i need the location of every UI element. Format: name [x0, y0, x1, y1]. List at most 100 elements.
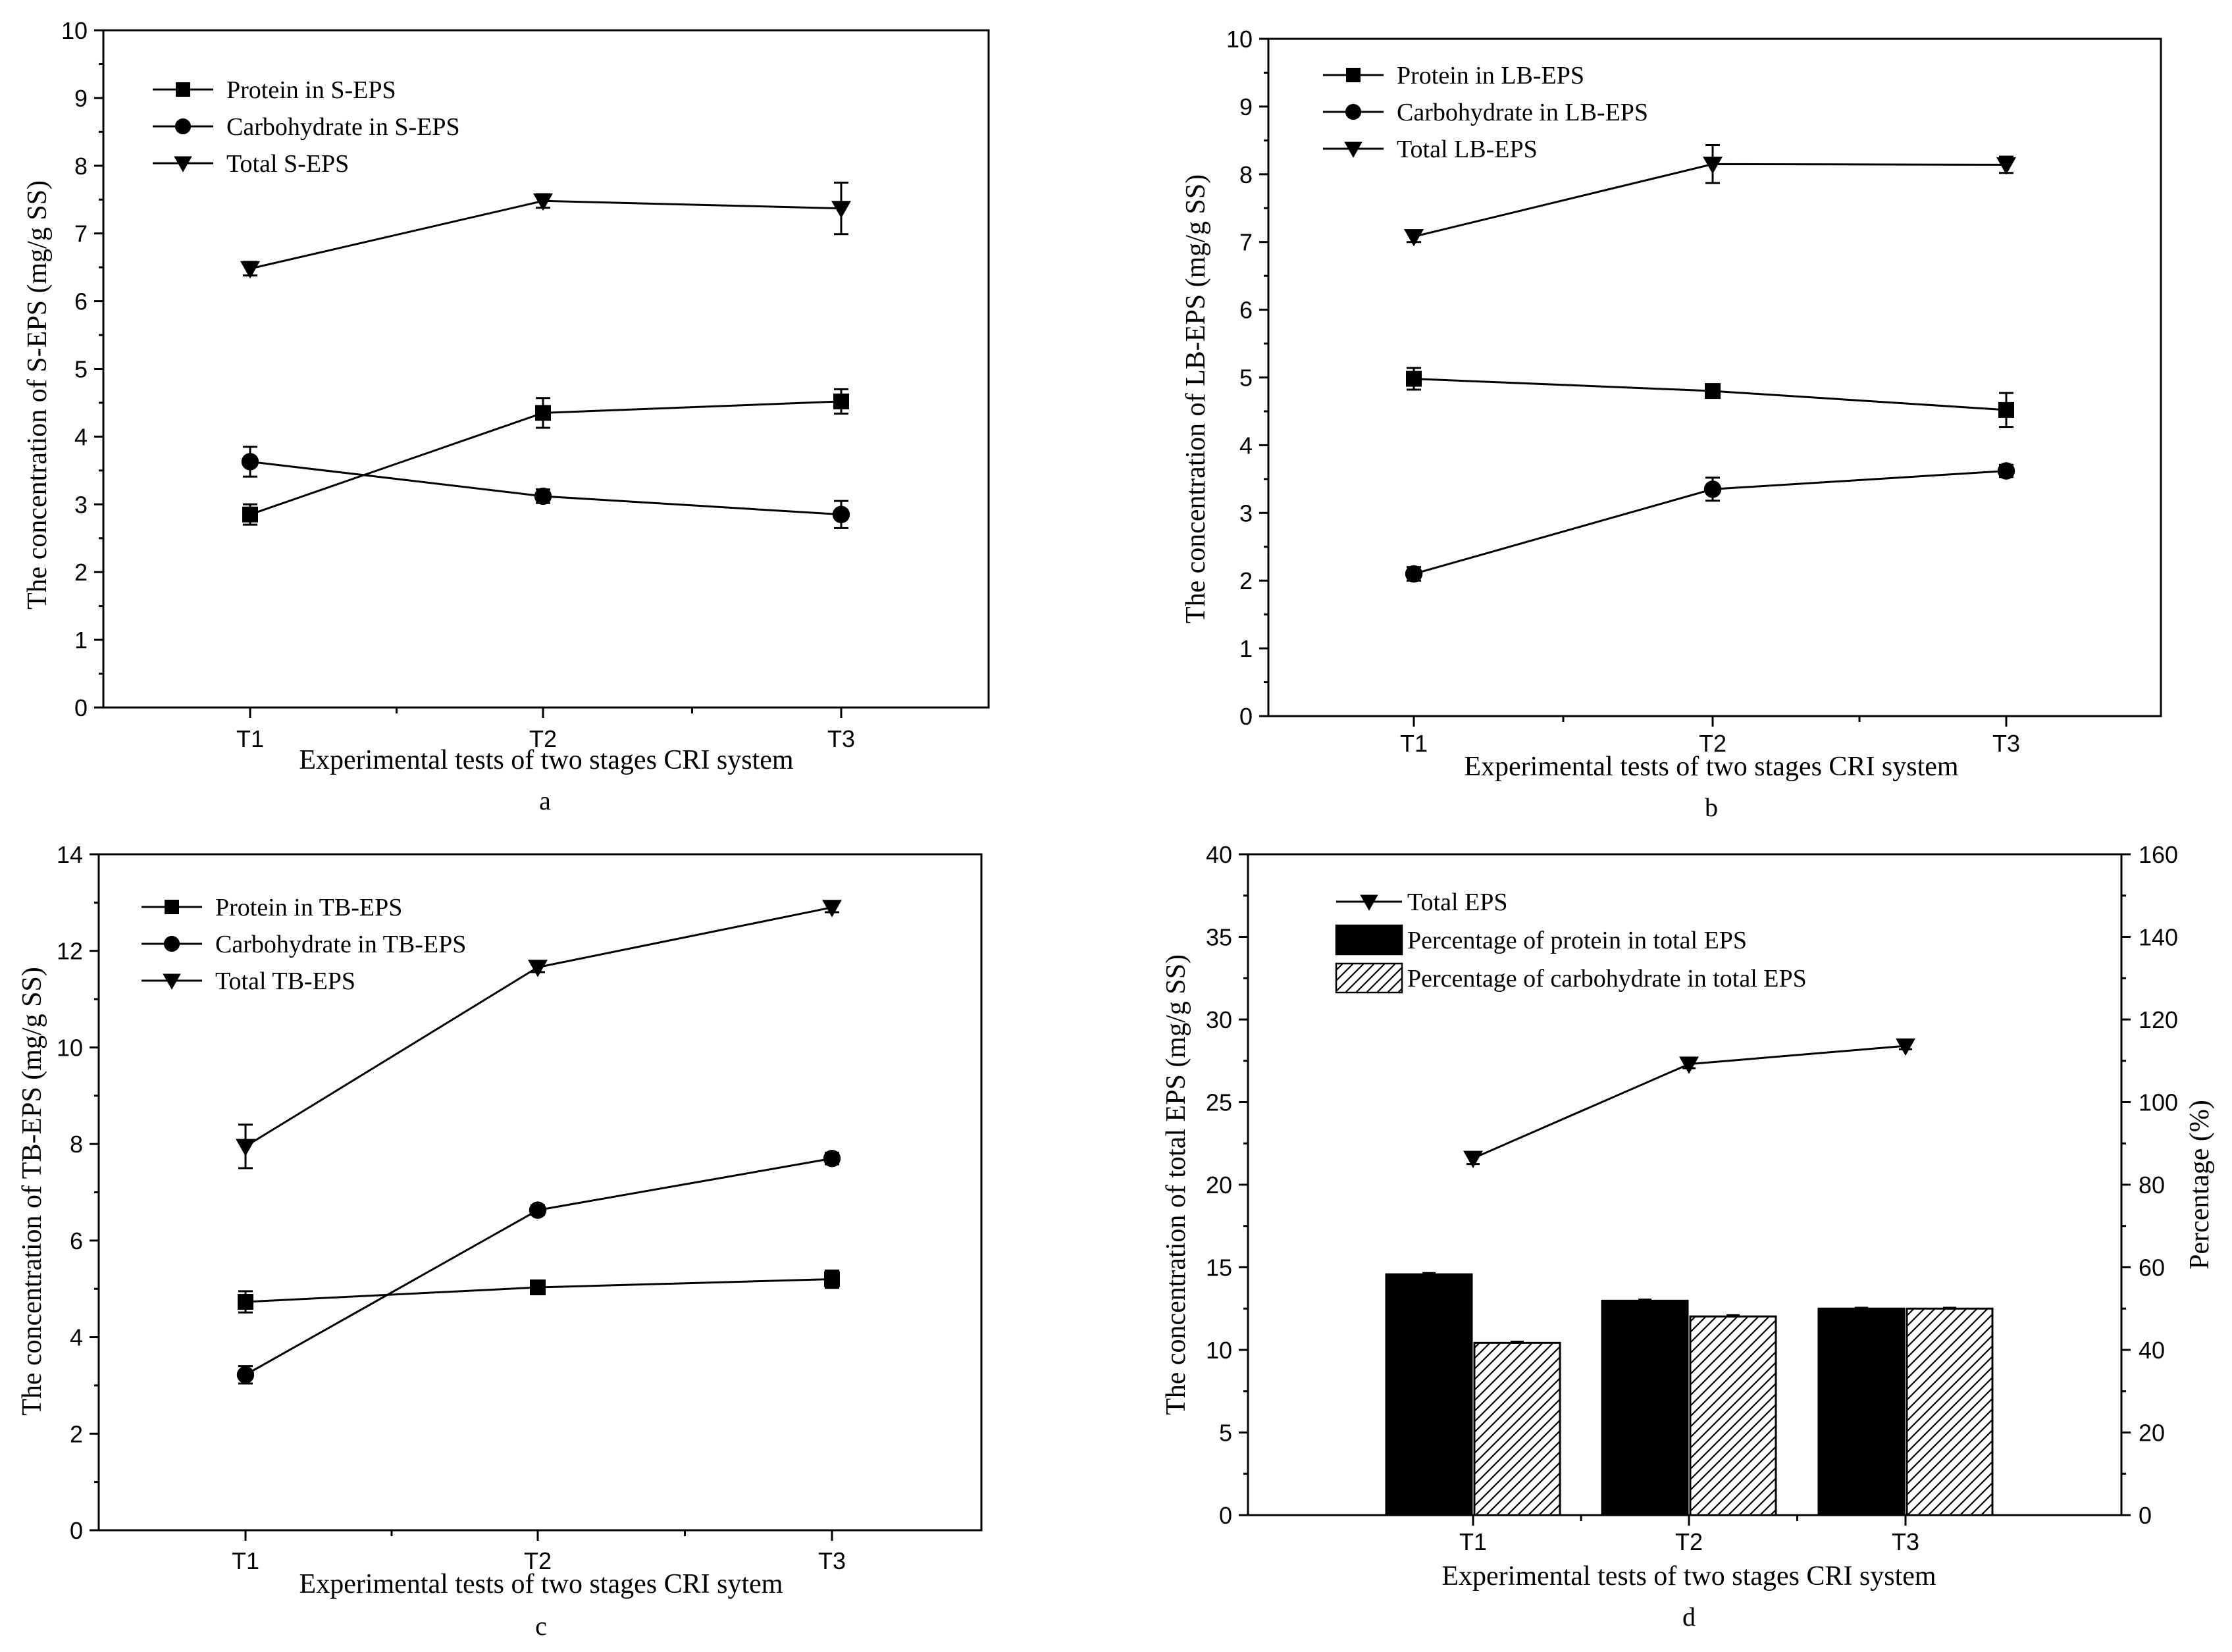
y-tick-label: 25 — [1206, 1089, 1232, 1116]
y-right-tick-label: 0 — [2139, 1502, 2152, 1529]
y-tick-label: 5 — [1239, 365, 1253, 392]
bar-carbohydrate — [1473, 1341, 1561, 1516]
data-point-triangle-down — [1996, 157, 2016, 175]
legend-marker-circle — [1345, 103, 1362, 120]
legend-marker-square — [1346, 68, 1361, 82]
y-tick-label: 4 — [74, 423, 88, 450]
data-point-triangle-down — [1896, 1038, 1915, 1056]
y-tick-label: 1 — [1239, 635, 1253, 662]
data-point-circle — [832, 505, 850, 523]
data-point-triangle-down — [528, 960, 548, 977]
y-tick-label: 10 — [1226, 26, 1253, 53]
y-tick-label: 6 — [74, 288, 88, 315]
series-3 — [1404, 144, 2016, 247]
line-series-total-eps — [1463, 1038, 1915, 1168]
legend-swatch-hatched — [1335, 962, 1403, 994]
y-tick-label: 0 — [1219, 1502, 1232, 1529]
chart-panel-d: 0 5 10 15 20 25 30 35 40 0 20 40 60 80 100 120 140 160 T1 T… — [1161, 841, 2215, 1632]
y-tick-label: 0 — [70, 1517, 83, 1544]
y-tick-label: 10 — [61, 17, 88, 44]
y-tick-label: 8 — [1239, 161, 1253, 188]
y-tick-label: 7 — [1239, 229, 1253, 256]
x-tick-label: T2 — [524, 1547, 552, 1574]
error-bar — [1422, 1272, 1436, 1276]
series-3 — [236, 900, 842, 1170]
x-tick-label: T1 — [236, 725, 264, 752]
y-right-tick-label: 140 — [2139, 924, 2178, 951]
legend-marker-square — [165, 900, 179, 914]
y-tick-label: 9 — [74, 85, 88, 112]
series-2 — [241, 446, 850, 529]
legend-marker-triangle-down — [1360, 894, 1378, 911]
y-tick-label: 6 — [70, 1227, 83, 1254]
data-point-circle — [534, 487, 552, 505]
data-point-square — [242, 506, 258, 523]
y-tick-label: 8 — [70, 1131, 83, 1158]
x-tick-label: T2 — [1699, 730, 1726, 757]
legend-marker-square — [176, 82, 190, 97]
legend-label: Carbohydrate in LB-EPS — [1397, 99, 1648, 126]
y-tick-label: 6 — [1239, 297, 1253, 324]
data-point-circle — [241, 453, 259, 471]
y-axis-label: The concentration of total EPS (mg/g SS) — [1161, 954, 1191, 1415]
y-tick-label: 2 — [1239, 567, 1253, 594]
x-tick-label: T1 — [232, 1547, 259, 1574]
series-2 — [1405, 462, 2015, 583]
legend-label: Total EPS — [1407, 889, 1508, 916]
data-point-square — [1705, 383, 1721, 400]
y-tick-label: 20 — [1206, 1172, 1232, 1199]
series-1 — [238, 1269, 840, 1314]
data-point-circle — [823, 1149, 841, 1168]
series-2 — [236, 1149, 841, 1385]
panel-letter: c — [535, 1611, 547, 1641]
bar-protein — [1817, 1307, 1906, 1516]
data-point-triangle-down — [1679, 1056, 1699, 1074]
y-tick-label: 15 — [1206, 1254, 1232, 1281]
y-tick-label: 1 — [74, 627, 88, 654]
data-point-circle — [529, 1201, 547, 1219]
y-right-axis-label: Percentage (%) — [2185, 1100, 2215, 1270]
data-point-square — [824, 1271, 840, 1287]
y-tick-label: 40 — [1206, 841, 1232, 868]
y-right-tick-label: 40 — [2139, 1337, 2165, 1364]
x-tick-label: T1 — [1400, 730, 1428, 757]
data-point-triangle-down — [240, 261, 260, 279]
y-tick-label: 0 — [1239, 703, 1253, 730]
series-line — [249, 199, 842, 270]
bar-series-1 — [1385, 1272, 1906, 1516]
legend-marker-triangle-down — [174, 156, 192, 172]
y-tick-label: 3 — [1239, 500, 1253, 527]
data-point-square — [530, 1279, 546, 1296]
x-tick-label: T2 — [1675, 1528, 1703, 1555]
data-point-triangle-down — [1703, 156, 1723, 174]
y-tick-label: 0 — [74, 694, 88, 721]
legend-label: Carbohydrate in S-EPS — [226, 113, 460, 141]
y-right-tick-label: 100 — [2139, 1089, 2178, 1116]
x-tick-label: T2 — [529, 725, 557, 752]
series-1 — [242, 388, 849, 526]
y-axis-label: The concentration of S-EPS (mg/g SS) — [22, 180, 53, 609]
y-right-tick-label: 80 — [2139, 1172, 2165, 1199]
chart-panel-a: 0 1 2 3 4 5 6 7 8 9 10 T1 T2 T3 Experimental tests of … — [22, 17, 990, 815]
data-point-square — [535, 405, 551, 421]
legend-label: Carbohydrate in TB-EPS — [215, 931, 466, 958]
y-axis-label: The concentration of LB-EPS (mg/g SS) — [1181, 174, 1211, 623]
legend-label: Protein in LB-EPS — [1397, 62, 1584, 90]
y-tick-label: 5 — [74, 356, 88, 383]
x-tick-label: T3 — [1892, 1528, 1919, 1555]
bar-carbohydrate — [1689, 1315, 1777, 1516]
y-tick-label: 4 — [1239, 432, 1253, 459]
y-axis-label: The concentration of TB-EPS (mg/g SS) — [17, 967, 47, 1416]
data-point-square — [833, 393, 849, 409]
x-tick-label: T3 — [1992, 730, 2020, 757]
panel-letter: b — [1705, 792, 1718, 822]
panel-letter: a — [539, 786, 551, 815]
y-tick-label: 8 — [74, 153, 88, 180]
y-right-tick-label: 160 — [2139, 841, 2178, 868]
y-tick-label: 2 — [70, 1420, 83, 1447]
series-line — [1413, 163, 2007, 238]
data-point-triangle-down — [822, 900, 842, 917]
x-axis-label: Experimental tests of two stages CRI sys… — [1464, 752, 1959, 782]
legend-label: Percentage of protein in total EPS — [1407, 927, 1747, 954]
